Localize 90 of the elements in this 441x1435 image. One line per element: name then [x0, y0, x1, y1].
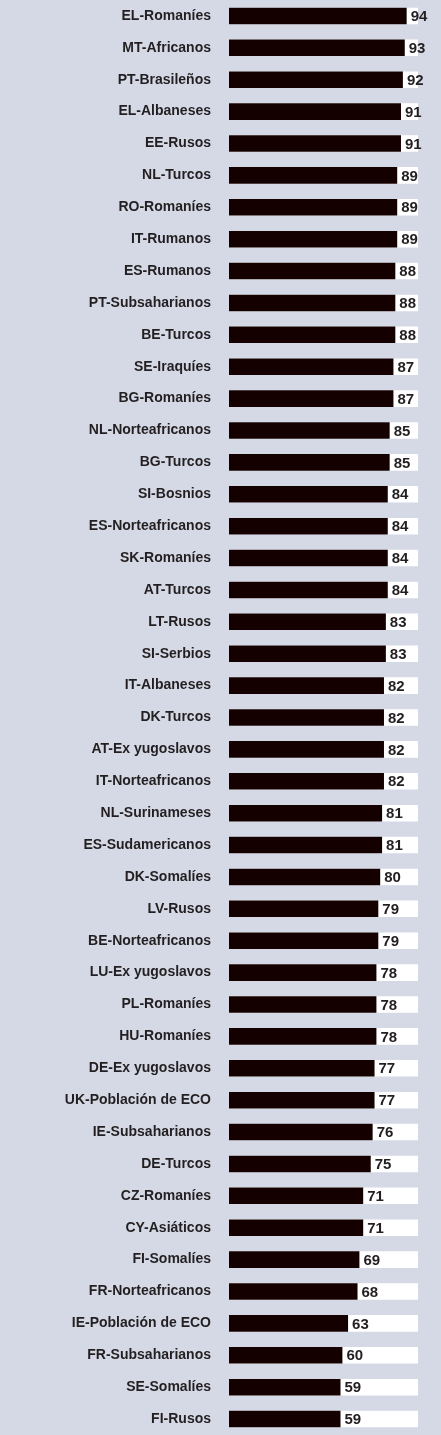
- y-tick-label: IE-Población de ECO: [71, 1314, 212, 1331]
- y-tick-label: ES-Sudamericanos: [83, 835, 212, 852]
- data-label: 85: [393, 453, 411, 471]
- data-label: 92: [406, 70, 424, 88]
- y-tick-label: CY-Asiáticos: [125, 1218, 212, 1235]
- data-label: 77: [378, 1059, 396, 1077]
- data-label: 71: [367, 1186, 384, 1204]
- data-label: 82: [387, 708, 405, 726]
- data-label: 88: [399, 325, 417, 343]
- data-label: 75: [374, 1155, 392, 1173]
- y-tick-label: EE-Rusos: [144, 134, 212, 151]
- y-tick-label: PL-Romaníes: [121, 995, 212, 1012]
- y-tick-label: ES-Rumanos: [123, 261, 212, 278]
- y-tick-label: IE-Subsaharianos: [92, 1122, 212, 1139]
- y-tick-label: SI-Serbios: [141, 644, 212, 661]
- y-tick-label: PT-Subsaharianos: [88, 293, 212, 310]
- y-tick-label: PT-Brasileños: [117, 70, 212, 87]
- y-tick-label: BG-Turcos: [139, 453, 212, 470]
- y-tick-label: NL-Surinameses: [100, 804, 212, 821]
- y-tick-label: ES-Norteafricanos: [88, 517, 212, 534]
- y-tick-label: LU-Ex yugoslavos: [89, 963, 212, 980]
- data-label: 83: [389, 612, 407, 630]
- data-label: 59: [344, 1378, 362, 1396]
- data-label: 89: [401, 230, 418, 248]
- y-tick-label: CZ-Romaníes: [120, 1186, 212, 1203]
- data-label: 60: [346, 1346, 364, 1364]
- data-label: 63: [352, 1314, 369, 1332]
- data-label: 94: [410, 7, 428, 25]
- y-tick-label: FR-Norteafricanos: [88, 1282, 212, 1299]
- y-tick-label: NL-Norteafricanos: [88, 421, 212, 438]
- data-label: 89: [401, 198, 418, 216]
- data-label: 84: [391, 517, 410, 535]
- y-tick-label: AT-Turcos: [143, 580, 212, 597]
- data-label: 79: [382, 931, 399, 949]
- y-tick-label: BE-Norteafricanos: [88, 931, 212, 948]
- y-tick-label: FI-Rusos: [151, 1409, 212, 1426]
- data-label: 93: [408, 38, 426, 56]
- y-tick-label: DE-Ex yugoslavos: [88, 1059, 212, 1076]
- data-label: 83: [389, 644, 407, 662]
- y-tick-label: IT-Rumanos: [130, 230, 212, 247]
- data-label: 91: [404, 102, 422, 120]
- y-tick-label: DK-Somalíes: [124, 867, 212, 884]
- y-tick-label: SK-Romaníes: [119, 548, 212, 565]
- data-label: 84: [391, 581, 410, 599]
- data-label: 84: [391, 549, 410, 567]
- data-label: 68: [361, 1282, 379, 1300]
- y-tick-label: IT-Albaneses: [124, 676, 212, 693]
- data-label: 82: [387, 740, 405, 758]
- y-tick-label: SE-Somalíes: [126, 1378, 212, 1395]
- y-tick-label: DE-Turcos: [141, 1154, 212, 1171]
- data-label: 85: [393, 421, 411, 439]
- data-label: 87: [397, 357, 415, 375]
- data-label: 82: [387, 676, 405, 694]
- y-tick-label: IT-Norteafricanos: [95, 772, 212, 789]
- y-tick-label: LT-Rusos: [148, 612, 212, 629]
- y-tick-label: HU-Romaníes: [119, 1027, 212, 1044]
- data-label: 69: [363, 1250, 381, 1268]
- data-label: 80: [384, 868, 401, 886]
- y-tick-label: UK-Población de ECO: [64, 1091, 212, 1108]
- y-tick-label: SE-Iraquíes: [133, 357, 212, 374]
- y-tick-label: AT-Ex yugoslavos: [91, 740, 212, 757]
- data-label: 78: [380, 995, 398, 1013]
- y-tick-label: BG-Romaníes: [118, 389, 212, 406]
- y-tick-label: RO-Romaníes: [118, 198, 212, 215]
- data-label: 79: [382, 899, 399, 917]
- data-label: 88: [399, 262, 417, 280]
- data-label: 82: [387, 772, 405, 790]
- y-tick-label: EL-Romaníes: [121, 6, 212, 23]
- y-tick-label: DK-Turcos: [140, 708, 212, 725]
- y-tick-label: NL-Turcos: [142, 166, 212, 183]
- y-tick-label: SI-Bosnios: [137, 485, 212, 502]
- data-label: 81: [386, 804, 403, 822]
- y-tick-label: LV-Rusos: [147, 899, 212, 916]
- data-label: 89: [401, 166, 418, 184]
- data-label: 78: [380, 963, 398, 981]
- y-tick-label: BE-Turcos: [141, 325, 212, 342]
- data-label: 87: [397, 389, 415, 407]
- y-tick-label: MT-Africanos: [122, 38, 212, 55]
- y-tick-label: FI-Somalíes: [132, 1250, 212, 1267]
- data-label: 84: [391, 485, 410, 503]
- data-label: 91: [404, 134, 422, 152]
- y-tick-label: FR-Subsaharianos: [87, 1346, 212, 1363]
- data-label: 76: [376, 1123, 394, 1141]
- data-label: 81: [386, 836, 403, 854]
- data-label: 88: [399, 294, 417, 312]
- data-label: 78: [380, 1027, 398, 1045]
- data-label: 77: [378, 1091, 396, 1109]
- y-tick-label: EL-Albaneses: [118, 102, 212, 119]
- data-label: 59: [344, 1410, 362, 1428]
- data-label: 71: [367, 1218, 384, 1236]
